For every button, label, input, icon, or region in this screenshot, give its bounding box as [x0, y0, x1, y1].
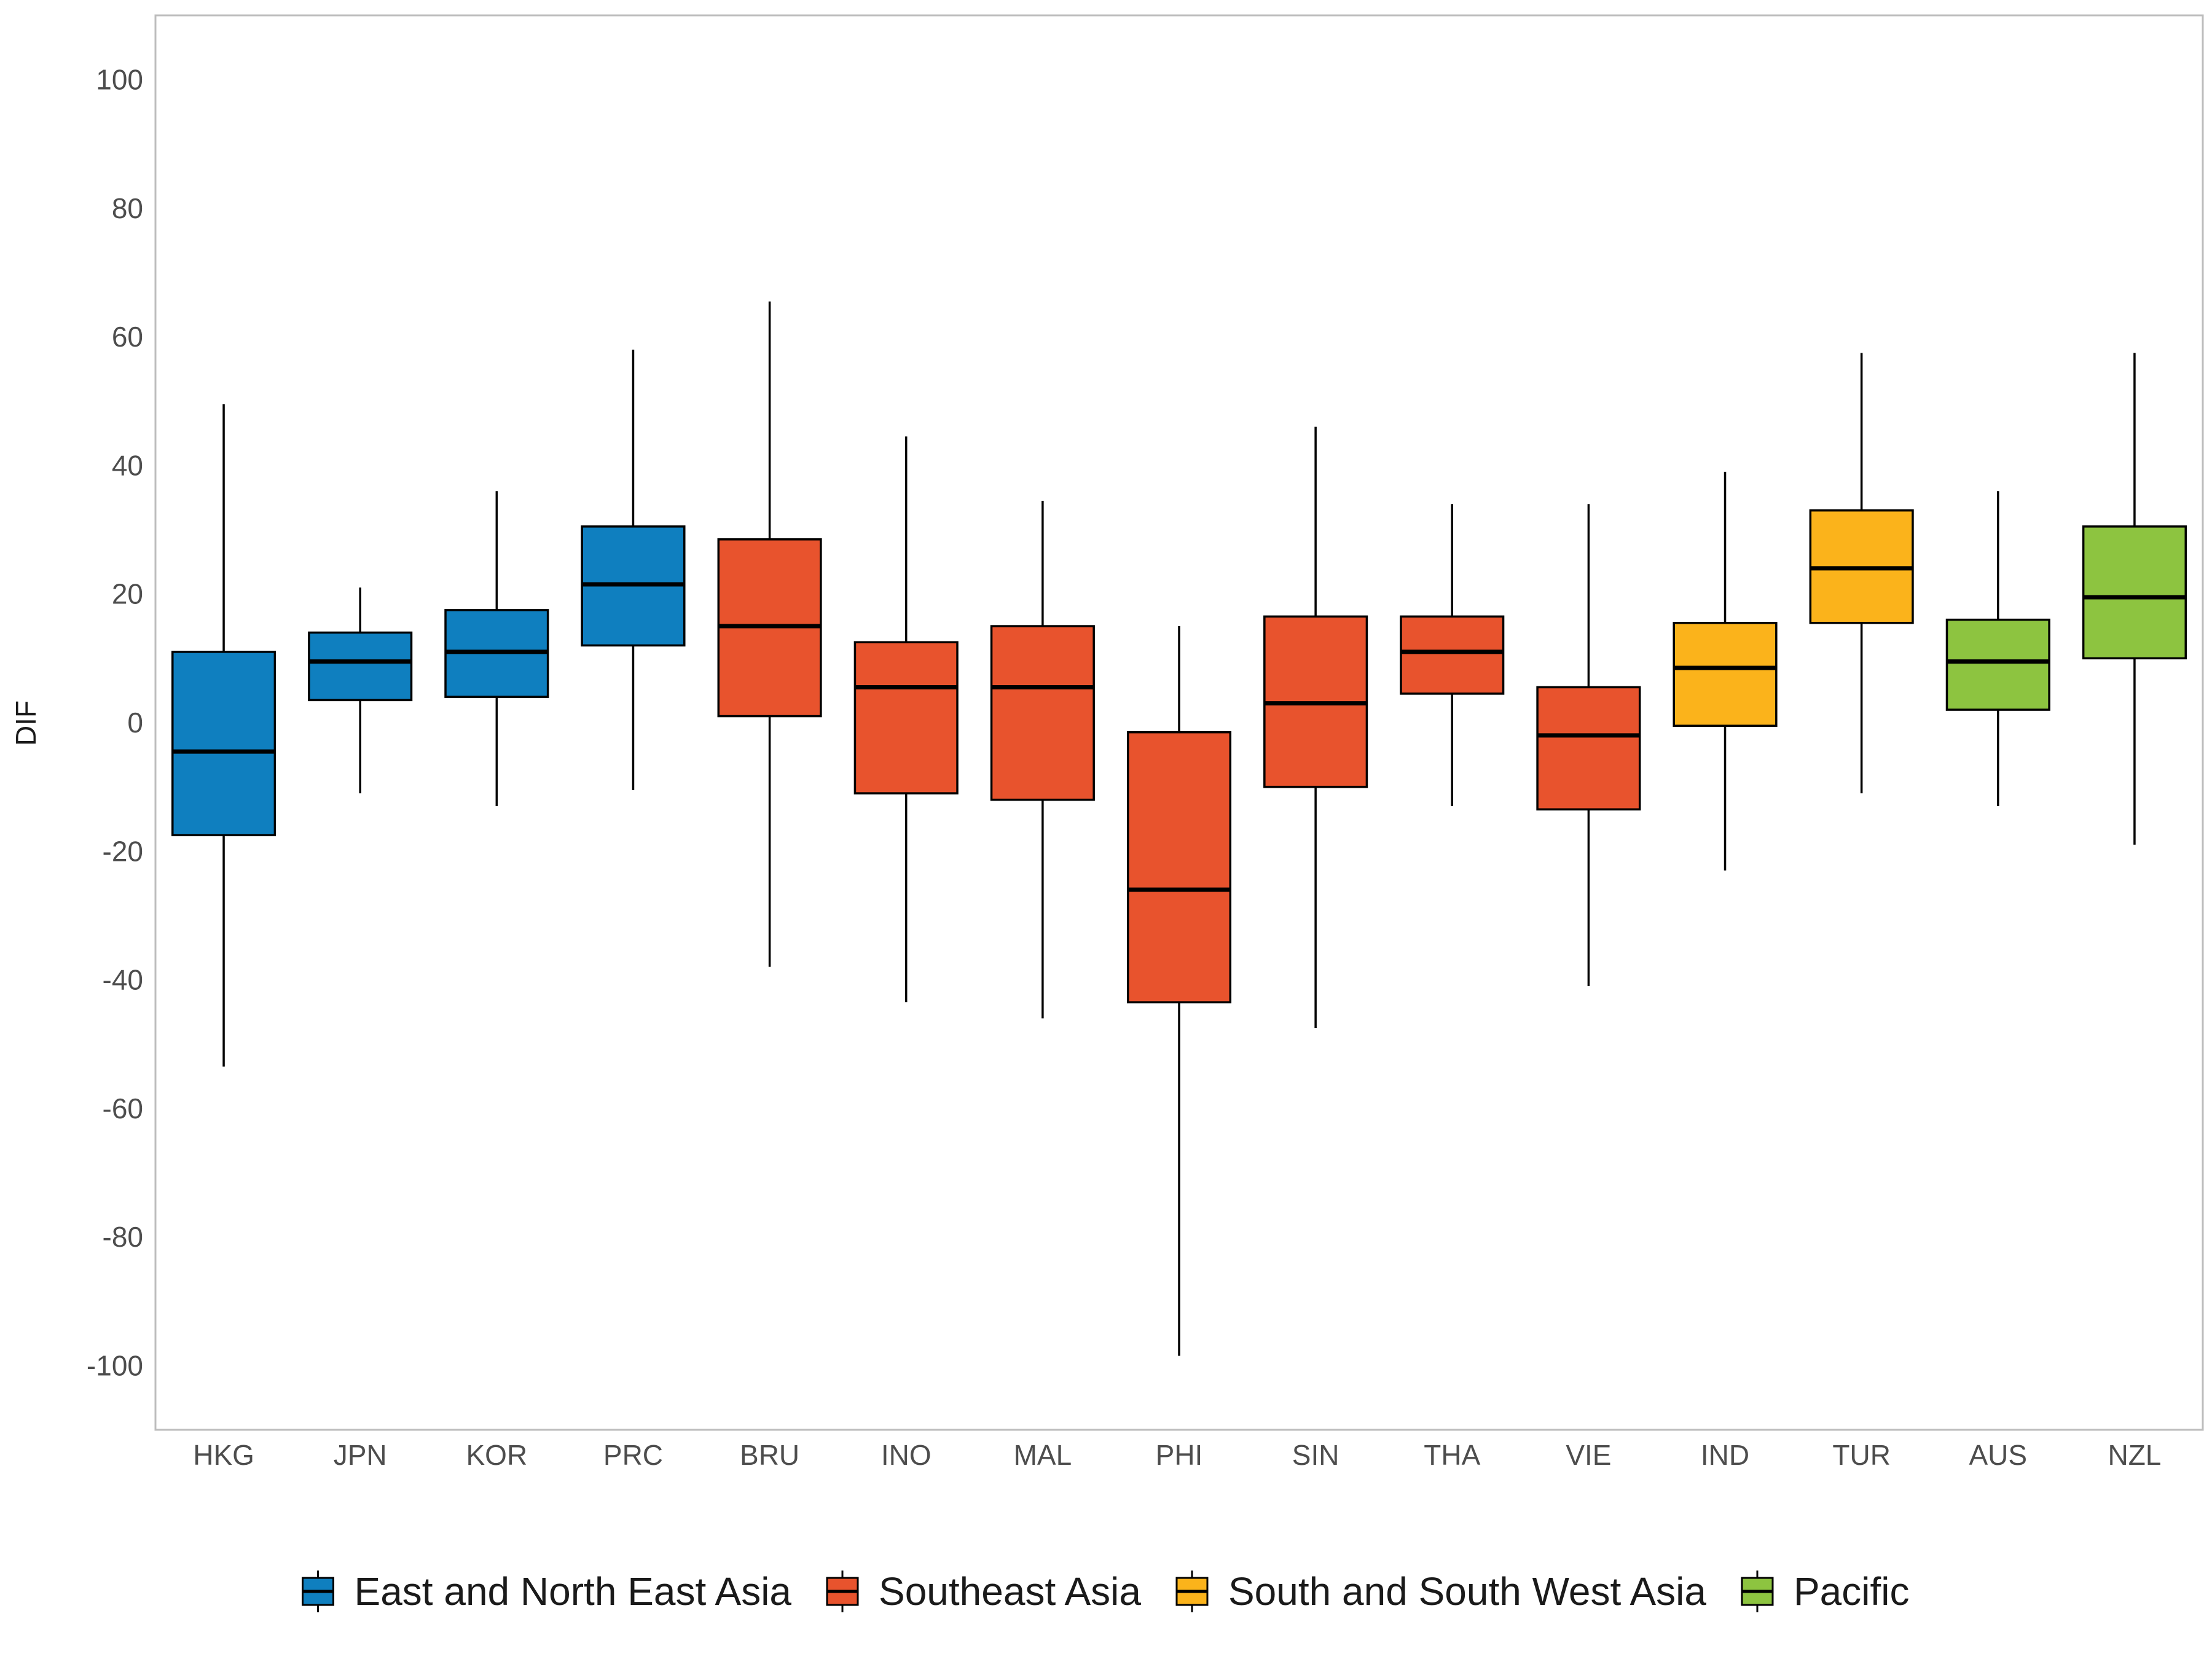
y-tick-label: 60: [112, 321, 143, 353]
legend-label: Pacific: [1794, 1569, 1910, 1614]
legend-label: South and South West Asia: [1228, 1569, 1706, 1614]
iqr-box: [1673, 622, 1778, 727]
x-tick-label: HKG: [193, 1439, 254, 1471]
iqr-box: [1945, 618, 2050, 711]
legend-item: Pacific: [1741, 1569, 1910, 1614]
box-aus: [1945, 491, 2050, 807]
box-vie: [1536, 504, 1641, 987]
legend-item: South and South West Asia: [1175, 1569, 1706, 1614]
iqr-box: [853, 641, 959, 794]
legend-item: Southeast Asia: [826, 1569, 1141, 1614]
box-sin: [1263, 426, 1368, 1029]
legend: East and North East Asia Southeast Asia So…: [302, 1569, 1910, 1614]
y-axis-title: DIF: [10, 700, 42, 746]
box-phi: [1126, 626, 1232, 1356]
legend-label: East and North East Asia: [355, 1569, 792, 1614]
y-tick-label: -20: [103, 835, 143, 867]
y-tick-label: 100: [96, 64, 143, 96]
x-tick-label: INO: [881, 1439, 931, 1471]
x-tick-label: TUR: [1832, 1439, 1891, 1471]
y-tick-label: 20: [112, 578, 143, 610]
y-tick-label: -40: [103, 964, 143, 996]
boxes: [171, 301, 2187, 1356]
y-tick-label: 0: [127, 707, 143, 739]
box-ino: [853, 436, 959, 1003]
x-tick-label: KOR: [466, 1439, 527, 1471]
iqr-box: [308, 631, 413, 702]
y-tick-label: -80: [103, 1221, 143, 1253]
legend-label: Southeast Asia: [879, 1569, 1141, 1614]
box-ind: [1673, 471, 1778, 871]
x-tick-label: PRC: [603, 1439, 663, 1471]
iqr-box: [1536, 686, 1641, 811]
legend-key: [1175, 1571, 1209, 1612]
y-tick-label: -100: [87, 1349, 143, 1381]
box-kor: [444, 491, 549, 807]
x-axis: HKG JPN KOR PRC BRU INO MAL PHI SIN THA VIE IND TUR A…: [193, 1439, 2161, 1471]
y-axis: 100 80 60 40 20 0 -20 -40 -60 -80 -100: [87, 64, 143, 1382]
y-tick-label: 40: [112, 449, 143, 481]
y-tick-label: -60: [103, 1092, 143, 1124]
x-tick-label: VIE: [1566, 1439, 1611, 1471]
iqr-box: [171, 651, 276, 836]
box-jpn: [308, 587, 413, 794]
iqr-box: [1126, 731, 1232, 1003]
y-tick-label: 80: [112, 192, 143, 224]
legend-key: [1741, 1571, 1774, 1612]
x-tick-label: NZL: [2108, 1439, 2161, 1471]
box-mal: [990, 501, 1095, 1019]
iqr-box: [1400, 615, 1505, 695]
x-tick-label: MAL: [1014, 1439, 1072, 1471]
box-bru: [717, 301, 822, 967]
box-hkg: [171, 404, 276, 1067]
x-tick-label: JPN: [334, 1439, 387, 1471]
plot-panel-border: [154, 14, 2204, 1431]
iqr-box: [990, 625, 1095, 801]
legend-item: East and North East Asia: [302, 1569, 792, 1614]
box-tha: [1400, 504, 1505, 807]
box-nzl: [2082, 353, 2187, 845]
box-prc: [581, 350, 686, 790]
legend-key: [302, 1571, 335, 1612]
iqr-box: [2082, 525, 2187, 660]
x-tick-label: THA: [1424, 1439, 1480, 1471]
x-tick-label: IND: [1701, 1439, 1749, 1471]
legend-key: [826, 1571, 859, 1612]
x-tick-label: AUS: [1969, 1439, 2028, 1471]
box-tur: [1809, 353, 1914, 794]
x-tick-label: BRU: [740, 1439, 799, 1471]
x-tick-label: SIN: [1292, 1439, 1339, 1471]
x-tick-label: PHI: [1156, 1439, 1203, 1471]
